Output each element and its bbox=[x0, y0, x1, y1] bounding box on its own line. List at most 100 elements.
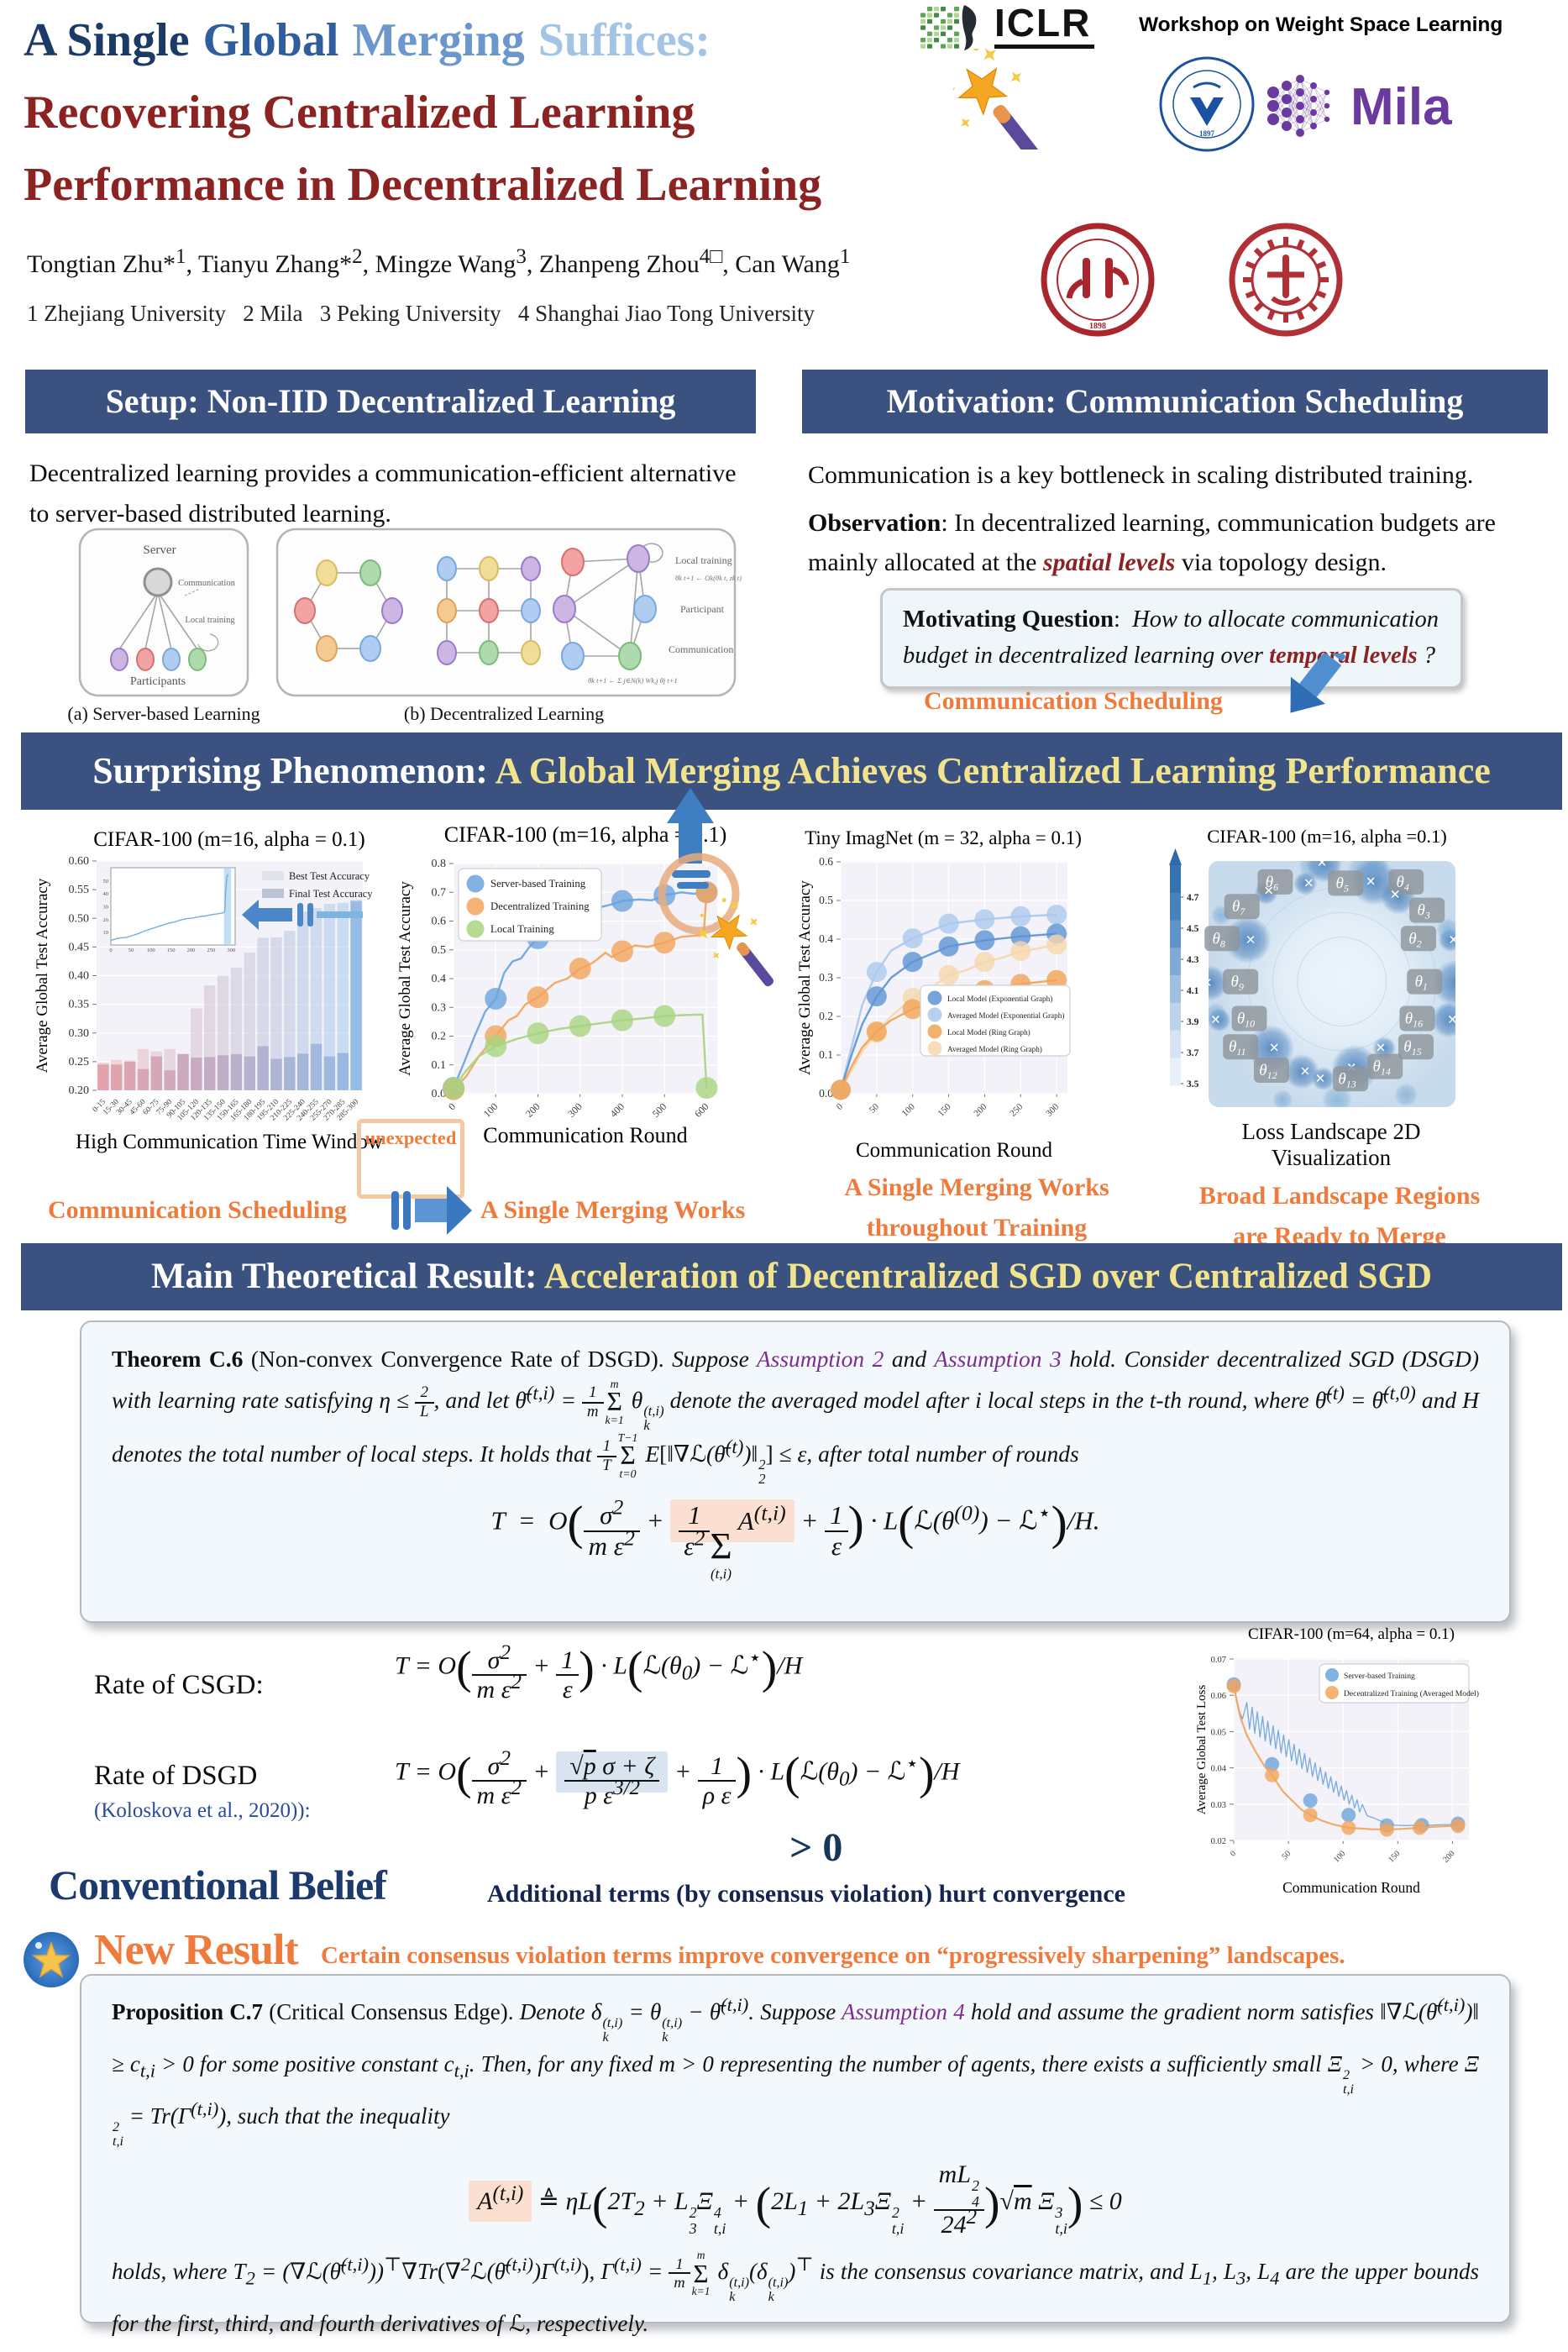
svg-text:50: 50 bbox=[128, 948, 134, 953]
svg-text:Decentralized Training: Decentralized Training bbox=[490, 900, 590, 912]
title-seg2: Global bbox=[202, 14, 339, 66]
svg-text:100: 100 bbox=[1332, 1849, 1347, 1864]
svg-text:Local Model (Exponential Graph: Local Model (Exponential Graph) bbox=[947, 995, 1052, 1003]
workshop-title: Workshop on Weight Space Learning bbox=[1139, 13, 1503, 36]
csgd-equation: T = O(σ2 m ε2 + 1 ε) · L(ℒ(θ0) − ℒ⋆)/H bbox=[395, 1641, 803, 1704]
svg-text:(a) Server-based Learning: (a) Server-based Learning bbox=[67, 703, 260, 724]
svg-text:High Communication Time Window: High Communication Time Window bbox=[76, 1131, 383, 1153]
svg-text:0.35: 0.35 bbox=[69, 999, 90, 1011]
title-seg3: Merging bbox=[352, 14, 525, 66]
svg-text:0.02: 0.02 bbox=[1211, 1837, 1226, 1846]
svg-text:20: 20 bbox=[103, 917, 109, 923]
caption2-line2: throughout Training bbox=[866, 1214, 1088, 1242]
svg-text:3.9: 3.9 bbox=[1187, 1017, 1199, 1027]
svg-text:Communication Round: Communication Round bbox=[483, 1123, 687, 1147]
svg-text:Participants: Participants bbox=[130, 675, 186, 688]
conventional-belief-text: Additional terms (by consensus violation… bbox=[487, 1880, 1125, 1908]
svg-text:Average Global Test Accuracy: Average Global Test Accuracy bbox=[798, 880, 814, 1075]
svg-text:50: 50 bbox=[1280, 1849, 1293, 1861]
motivation-paragraph1: Communication is a key bottleneck in sca… bbox=[808, 461, 1474, 489]
svg-text:0: 0 bbox=[109, 948, 112, 953]
theory-banner-highlight: Acceleration of Decentralized SGD over C… bbox=[543, 1257, 1432, 1296]
theory-banner: Main Theoretical Result: Acceleration of… bbox=[21, 1243, 1562, 1310]
svg-text:CIFAR-100 (m=16, alpha = 0.1): CIFAR-100 (m=16, alpha = 0.1) bbox=[93, 828, 365, 851]
theorem-equation: T = O(σ2 m ε2 + 1 ε2 Σ (t,i) A(t,i) + 1 ε) · … bbox=[490, 1495, 1100, 1583]
svg-text:0.05: 0.05 bbox=[1211, 1728, 1226, 1737]
new-result-text: Certain consensus violation terms improv… bbox=[321, 1942, 1345, 1969]
svg-text:4.3: 4.3 bbox=[1187, 955, 1199, 965]
svg-text:600: 600 bbox=[692, 1100, 711, 1120]
motivation-paragraph2: Observation: In decentralized learning, … bbox=[808, 509, 1496, 576]
down-left-arrow-icon bbox=[1290, 654, 1345, 713]
svg-text:θk t+1 ← Σ j∈N(k) Wk,j θj t+1: θk t+1 ← Σ j∈N(k) Wk,j θj t+1 bbox=[588, 676, 678, 685]
svg-text:0.7: 0.7 bbox=[432, 886, 447, 899]
svg-text:θk t+1 ← Ok(θk t, zk t): θk t+1 ← Ok(θk t, zk t) bbox=[675, 574, 742, 582]
svg-text:Local Training: Local Training bbox=[490, 923, 554, 935]
svg-text:×: × bbox=[1211, 1010, 1221, 1030]
caption1-right: A Single Merging Works bbox=[480, 1196, 746, 1224]
svg-text:Local training: Local training bbox=[185, 616, 235, 625]
svg-text:CIFAR-100 (m=16, alpha =0.1): CIFAR-100 (m=16, alpha =0.1) bbox=[1207, 827, 1447, 847]
poster-title-line2: Recovering Centralized Learning bbox=[24, 87, 695, 139]
svg-text:×: × bbox=[1315, 1068, 1325, 1088]
svg-text:100: 100 bbox=[481, 1100, 501, 1120]
caption2-line1: A Single Merging Works bbox=[844, 1173, 1109, 1201]
csgd-rate-label: Rate of CSGD: bbox=[94, 1670, 264, 1700]
svg-text:250: 250 bbox=[1008, 1101, 1025, 1119]
svg-text:0.25: 0.25 bbox=[69, 1056, 90, 1068]
svg-text:50: 50 bbox=[868, 1101, 882, 1116]
svg-text:0.6: 0.6 bbox=[819, 855, 833, 868]
affiliations: 1 Zhejiang University 2 Mila 3 Peking Un… bbox=[27, 301, 815, 326]
motivation-section-header: Motivation: Communication Scheduling bbox=[802, 370, 1548, 433]
svg-text:Average Global Test Loss: Average Global Test Loss bbox=[1197, 1685, 1209, 1815]
svg-text:300: 300 bbox=[1044, 1101, 1062, 1119]
svg-text:Decentralized Training (Averag: Decentralized Training (Averaged Model) bbox=[1344, 1689, 1479, 1698]
iclr-logo: ICLR bbox=[994, 2, 1095, 49]
svg-text:0.1: 0.1 bbox=[819, 1048, 833, 1061]
motivating-question-box: Motivating Question: How to allocate com… bbox=[880, 588, 1463, 689]
proposition-closing: holds, where T2 = (∇ℒ(θ̄(t,i)))⊤∇Tr(∇2ℒ(… bbox=[112, 2249, 1479, 2337]
svg-text:Average Global Test Accuracy: Average Global Test Accuracy bbox=[34, 878, 51, 1073]
svg-text:0.55: 0.55 bbox=[69, 884, 90, 896]
svg-text:200: 200 bbox=[187, 948, 196, 953]
svg-text:150: 150 bbox=[936, 1101, 954, 1119]
loss-landscape-contour: CIFAR-100 (m=16, alpha =0.1)θ6 × θ5×θ4×θ7×… bbox=[1169, 827, 1465, 1107]
svg-text:0.1: 0.1 bbox=[432, 1059, 447, 1072]
svg-text:1898: 1898 bbox=[1089, 322, 1106, 331]
svg-text:×: × bbox=[1447, 1010, 1457, 1030]
svg-text:40: 40 bbox=[103, 891, 109, 897]
svg-text:×: × bbox=[1317, 852, 1327, 872]
line-chart-cifar100-accuracy: 0 100 200 300 400 500 600 0.0 0.1 0.2 0.3 0.4 0.5 0.6… bbox=[396, 788, 774, 1147]
svg-text:Tiny ImagNet (m = 32, alpha =: Tiny ImagNet (m = 32, alpha = 0.1) bbox=[805, 827, 1082, 848]
svg-text:4.7: 4.7 bbox=[1187, 893, 1199, 903]
svg-text:0.20: 0.20 bbox=[69, 1084, 90, 1097]
svg-text:0.50: 0.50 bbox=[69, 912, 90, 925]
svg-text:0.4: 0.4 bbox=[432, 973, 447, 985]
svg-text:4.1: 4.1 bbox=[1187, 986, 1199, 996]
svg-text:CIFAR-100 (m=64, alpha = 0.1): CIFAR-100 (m=64, alpha = 0.1) bbox=[1248, 1625, 1455, 1643]
svg-text:×: × bbox=[1264, 880, 1274, 900]
landscape-caption: Loss Landscape 2D Visualization bbox=[1241, 1119, 1421, 1170]
poster-title-line3: Performance in Decentralized Learning bbox=[24, 159, 822, 211]
svg-text:150: 150 bbox=[1387, 1849, 1402, 1864]
svg-text:3.5: 3.5 bbox=[1187, 1079, 1199, 1089]
peking-university-logo: 1898 bbox=[1041, 223, 1155, 337]
theorem-box: Theorem C.6 (Non-convex Convergence Rate… bbox=[80, 1320, 1511, 1623]
svg-text:×: × bbox=[1449, 929, 1459, 949]
svg-text:Mila: Mila bbox=[1350, 78, 1452, 136]
svg-text:10: 10 bbox=[103, 930, 109, 936]
svg-text:0.0: 0.0 bbox=[819, 1087, 833, 1100]
bar-chart-high-communication-window: 0.20 0.25 0.30 0.35 0.40 0.45 0.50 0.55 0.60CIFA… bbox=[34, 828, 383, 1153]
svg-text:200: 200 bbox=[1441, 1849, 1456, 1864]
svg-text:×: × bbox=[1202, 973, 1212, 993]
mila-logo: Mila bbox=[1267, 75, 1452, 137]
caption2: A Single Merging Works throughout Trainin… bbox=[813, 1168, 1141, 1248]
svg-text:3.7: 3.7 bbox=[1187, 1048, 1199, 1058]
zhejiang-university-logo: 1897 bbox=[1159, 56, 1255, 152]
svg-text:100: 100 bbox=[900, 1101, 918, 1119]
proposition-equation: A(t,i) ≜ ηL(2T2 + L 2 3 Ξ 4 t,i + (2L1 + 2L3Ξ… bbox=[112, 2160, 1479, 2239]
magic-wand-icon bbox=[953, 49, 1043, 150]
svg-text:0.3: 0.3 bbox=[432, 1001, 447, 1014]
svg-text:300: 300 bbox=[227, 948, 235, 953]
